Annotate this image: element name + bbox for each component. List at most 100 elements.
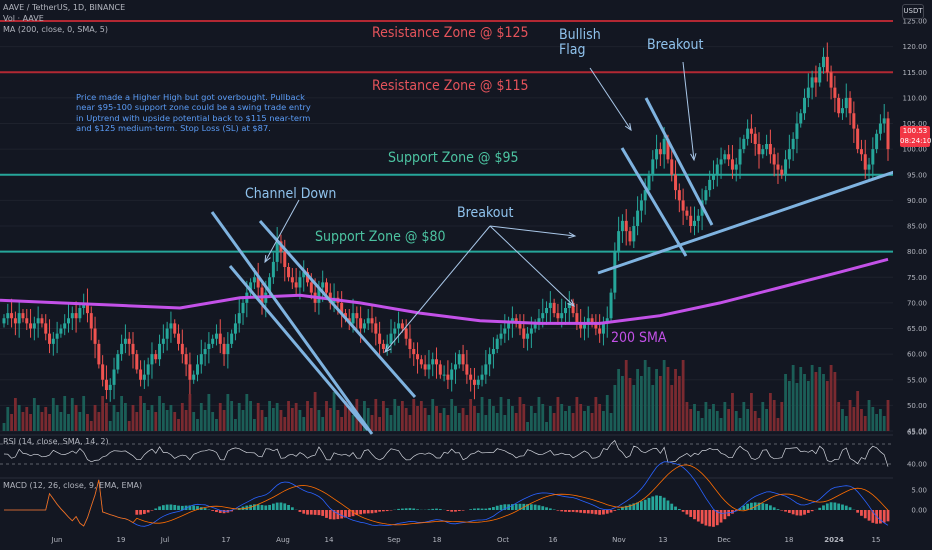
candle-body <box>256 277 260 288</box>
volume-bar <box>488 399 492 431</box>
candle-body <box>139 369 143 380</box>
macd-histogram-bar <box>400 508 404 510</box>
macd-histogram-bar <box>404 508 408 510</box>
macd-histogram-bar <box>526 504 529 510</box>
candle-body <box>582 323 586 329</box>
arrow-head <box>568 232 577 239</box>
candle-body <box>723 154 727 160</box>
volume-bar <box>78 412 82 431</box>
trend-line <box>210 211 374 435</box>
volume-bar <box>340 417 344 431</box>
support-95-label: Support Zone @ $95 <box>388 150 519 166</box>
candle-body <box>412 349 416 355</box>
horizontal-levels <box>0 20 893 253</box>
candle-body <box>829 72 833 88</box>
volume-bar <box>742 402 746 431</box>
macd-histogram-bar <box>370 510 374 514</box>
volume-bar <box>207 394 211 431</box>
macd-histogram-bar <box>283 503 287 510</box>
time-tick: Nov <box>612 536 626 544</box>
candle-body <box>40 318 44 324</box>
volume-bar <box>681 360 685 431</box>
volume-bar <box>416 406 419 431</box>
time-tick: 15 <box>872 536 881 544</box>
volume-bar <box>750 393 753 431</box>
candle-body <box>404 328 408 339</box>
volume-bar <box>306 401 309 431</box>
candle-body <box>693 220 697 226</box>
volume-bar <box>63 396 67 431</box>
candle-body <box>624 220 628 232</box>
macd-histogram-bar <box>510 504 514 510</box>
macd-histogram-bar <box>180 505 184 510</box>
price-tick: 65.00 <box>907 325 927 333</box>
time-tick: Jul <box>160 536 170 544</box>
macd-histogram-bar <box>344 510 347 518</box>
candle-body <box>548 302 552 308</box>
volume-bar <box>127 421 131 431</box>
candle-body <box>639 200 643 211</box>
volume-bar <box>404 408 408 431</box>
trend-line <box>644 97 714 226</box>
macd-histogram-bar <box>617 509 621 510</box>
macd-histogram-bar <box>165 504 169 510</box>
volume-bar <box>51 398 55 431</box>
volume-bar <box>321 417 325 431</box>
candle-body <box>25 318 29 324</box>
time-tick: 14 <box>325 536 334 544</box>
volume-bar <box>541 404 545 431</box>
volume-bar <box>313 392 317 431</box>
volume-bar <box>514 413 518 431</box>
price-tick: 95.00 <box>907 171 927 179</box>
macd-histogram-bar <box>685 510 689 515</box>
macd-histogram-bar <box>708 510 712 527</box>
volume-bar <box>359 417 363 431</box>
volume-bar <box>454 406 457 431</box>
macd-histogram-bar <box>492 507 495 510</box>
macd-histogram-bar <box>795 510 799 516</box>
candle-body <box>628 231 632 242</box>
candle-body <box>730 159 734 170</box>
volume-bar <box>734 411 738 431</box>
candle-body <box>586 318 590 324</box>
candle-body <box>465 364 469 375</box>
candle-body <box>825 56 829 73</box>
macd-histogram-bar <box>564 510 567 512</box>
macd-histogram-bar <box>457 510 461 512</box>
price-tick: 50.00 <box>907 402 927 410</box>
time-tick: 19 <box>117 536 126 544</box>
candle-body <box>655 149 659 160</box>
volume-bar <box>438 413 442 431</box>
candle-body <box>214 333 218 339</box>
volume-bar <box>36 405 40 431</box>
price-tick: 100.00 <box>903 146 928 154</box>
candle-body <box>727 154 731 160</box>
candle-body <box>203 349 207 355</box>
macd-histogram-bar <box>658 495 662 510</box>
macd-histogram-bar <box>218 510 222 513</box>
candle-body <box>127 338 131 344</box>
macd-histogram-bar <box>533 504 537 510</box>
candle-body <box>154 354 158 360</box>
trend-lines <box>210 97 898 435</box>
macd-histogram-bar <box>169 504 173 510</box>
candle-body <box>370 318 374 324</box>
volume-bar <box>598 404 602 431</box>
candle-body <box>237 313 241 324</box>
volume-bar <box>829 365 833 431</box>
macd-histogram-bar <box>484 508 488 510</box>
rsi-line <box>3 439 889 467</box>
currency-button[interactable]: USDT <box>902 4 924 19</box>
candle-body <box>321 282 325 288</box>
candle-body <box>2 318 6 324</box>
macd-histogram-bar <box>488 507 492 510</box>
candle-body <box>579 323 583 329</box>
macd-histogram-bar <box>146 510 150 513</box>
volume-bar <box>332 392 336 431</box>
volume-bar <box>719 418 723 431</box>
macd-histogram-bar <box>738 508 742 510</box>
price-tick: 115.00 <box>903 69 928 77</box>
candle-body <box>784 159 788 175</box>
candle-body <box>738 149 742 165</box>
